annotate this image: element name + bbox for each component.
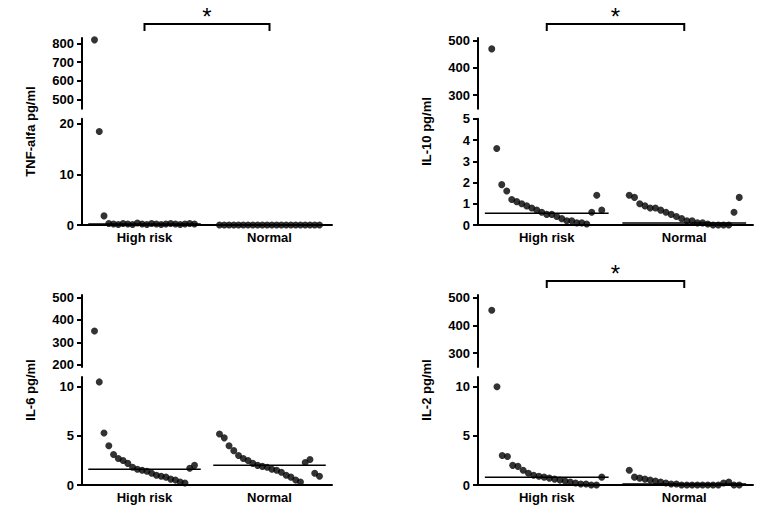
svg-text:0: 0 — [463, 478, 470, 493]
svg-text:5: 5 — [463, 111, 470, 126]
svg-text:5: 5 — [67, 428, 74, 443]
svg-text:3: 3 — [463, 154, 470, 169]
svg-text:500: 500 — [52, 290, 74, 305]
svg-text:*: * — [611, 260, 620, 287]
svg-text:0: 0 — [463, 218, 470, 233]
svg-text:400: 400 — [52, 312, 74, 327]
svg-text:400: 400 — [448, 60, 470, 75]
svg-text:Normal: Normal — [662, 490, 707, 505]
svg-text:Normal: Normal — [247, 490, 292, 505]
svg-text:High risk: High risk — [117, 490, 173, 505]
svg-text:800: 800 — [52, 36, 74, 51]
svg-text:300: 300 — [448, 346, 470, 361]
svg-text:300: 300 — [448, 88, 470, 103]
svg-text:High risk: High risk — [519, 230, 575, 245]
svg-text:Normal: Normal — [247, 230, 292, 245]
svg-text:High risk: High risk — [117, 230, 173, 245]
svg-text:10: 10 — [60, 167, 74, 182]
svg-text:500: 500 — [448, 33, 470, 48]
svg-text:10: 10 — [60, 379, 74, 394]
svg-text:600: 600 — [52, 73, 74, 88]
svg-text:10: 10 — [456, 379, 470, 394]
svg-text:*: * — [611, 3, 620, 30]
svg-text:0: 0 — [67, 478, 74, 493]
svg-text:High risk: High risk — [519, 490, 575, 505]
svg-text:400: 400 — [448, 318, 470, 333]
svg-text:5: 5 — [463, 428, 470, 443]
svg-text:1: 1 — [463, 196, 470, 211]
svg-text:500: 500 — [52, 92, 74, 107]
svg-text:0: 0 — [67, 218, 74, 233]
svg-text:IL-6 pg/ml: IL-6 pg/ml — [23, 359, 38, 420]
svg-text:*: * — [202, 3, 211, 30]
svg-text:IL-10 pg/ml: IL-10 pg/ml — [419, 97, 434, 166]
svg-text:4: 4 — [463, 133, 471, 148]
svg-text:TNF-alfa pg/ml: TNF-alfa pg/ml — [23, 86, 38, 176]
svg-text:Normal: Normal — [662, 230, 707, 245]
svg-text:20: 20 — [60, 116, 74, 131]
svg-text:700: 700 — [52, 55, 74, 70]
svg-text:500: 500 — [448, 290, 470, 305]
svg-text:300: 300 — [52, 335, 74, 350]
svg-text:2: 2 — [463, 175, 470, 190]
svg-text:200: 200 — [52, 357, 74, 372]
svg-text:IL-2 pg/ml: IL-2 pg/ml — [419, 359, 434, 420]
